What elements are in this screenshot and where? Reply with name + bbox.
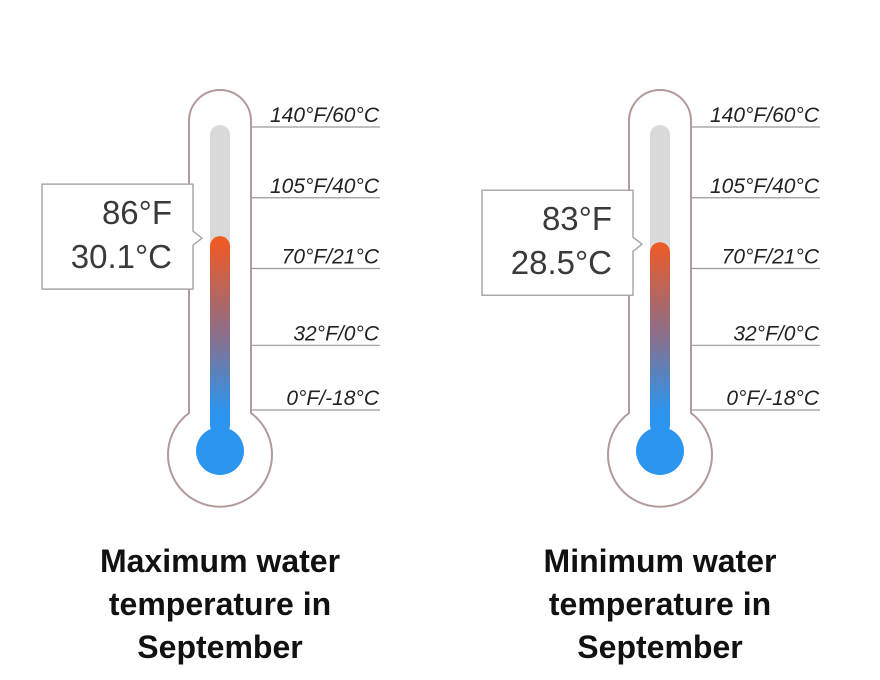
scale-tick-label: 32°F/0°C bbox=[733, 322, 819, 345]
mercury-column bbox=[210, 236, 230, 435]
readout-celsius: 28.5°C bbox=[511, 244, 612, 281]
readout-fahrenheit: 83°F bbox=[542, 200, 612, 237]
title-line: September bbox=[577, 629, 743, 665]
scale-tick-label: 140°F/60°C bbox=[710, 104, 820, 127]
title-line: Minimum water bbox=[543, 543, 777, 579]
scale-tick-label: 105°F/40°C bbox=[710, 175, 820, 198]
scale-tick-label: 140°F/60°C bbox=[270, 104, 380, 127]
readout-box bbox=[41, 183, 203, 290]
thermometer-min: 140°F/60°C 105°F/40°C 70°F/21°C 32°F/0°C 0°F… bbox=[481, 89, 820, 508]
thermometer-bulb bbox=[196, 427, 244, 475]
thermometer-bulb bbox=[636, 427, 684, 475]
scale-tick-label: 0°F/-18°C bbox=[726, 387, 819, 410]
gauge-title-max: Maximum water temperature in September bbox=[0, 540, 440, 669]
thermometer-max: 140°F/60°C 105°F/40°C 70°F/21°C 32°F/0°C 0°F… bbox=[41, 89, 380, 508]
scale-tick-label: 70°F/21°C bbox=[722, 246, 820, 269]
mercury-column bbox=[650, 242, 670, 435]
scale-tick-label: 32°F/0°C bbox=[293, 322, 379, 345]
readout-box bbox=[481, 189, 643, 296]
title-line: temperature in bbox=[548, 586, 772, 622]
scale-tick-label: 70°F/21°C bbox=[282, 246, 380, 269]
readout-fahrenheit: 86°F bbox=[102, 194, 172, 231]
title-line: temperature in bbox=[108, 586, 332, 622]
readout-celsius: 30.1°C bbox=[71, 238, 172, 275]
title-line: Maximum water bbox=[99, 543, 341, 579]
scale-tick-label: 0°F/-18°C bbox=[286, 387, 379, 410]
title-line: September bbox=[137, 629, 303, 665]
gauge-title-min: Minimum water temperature in September bbox=[440, 540, 880, 669]
scale-tick-label: 105°F/40°C bbox=[270, 175, 380, 198]
